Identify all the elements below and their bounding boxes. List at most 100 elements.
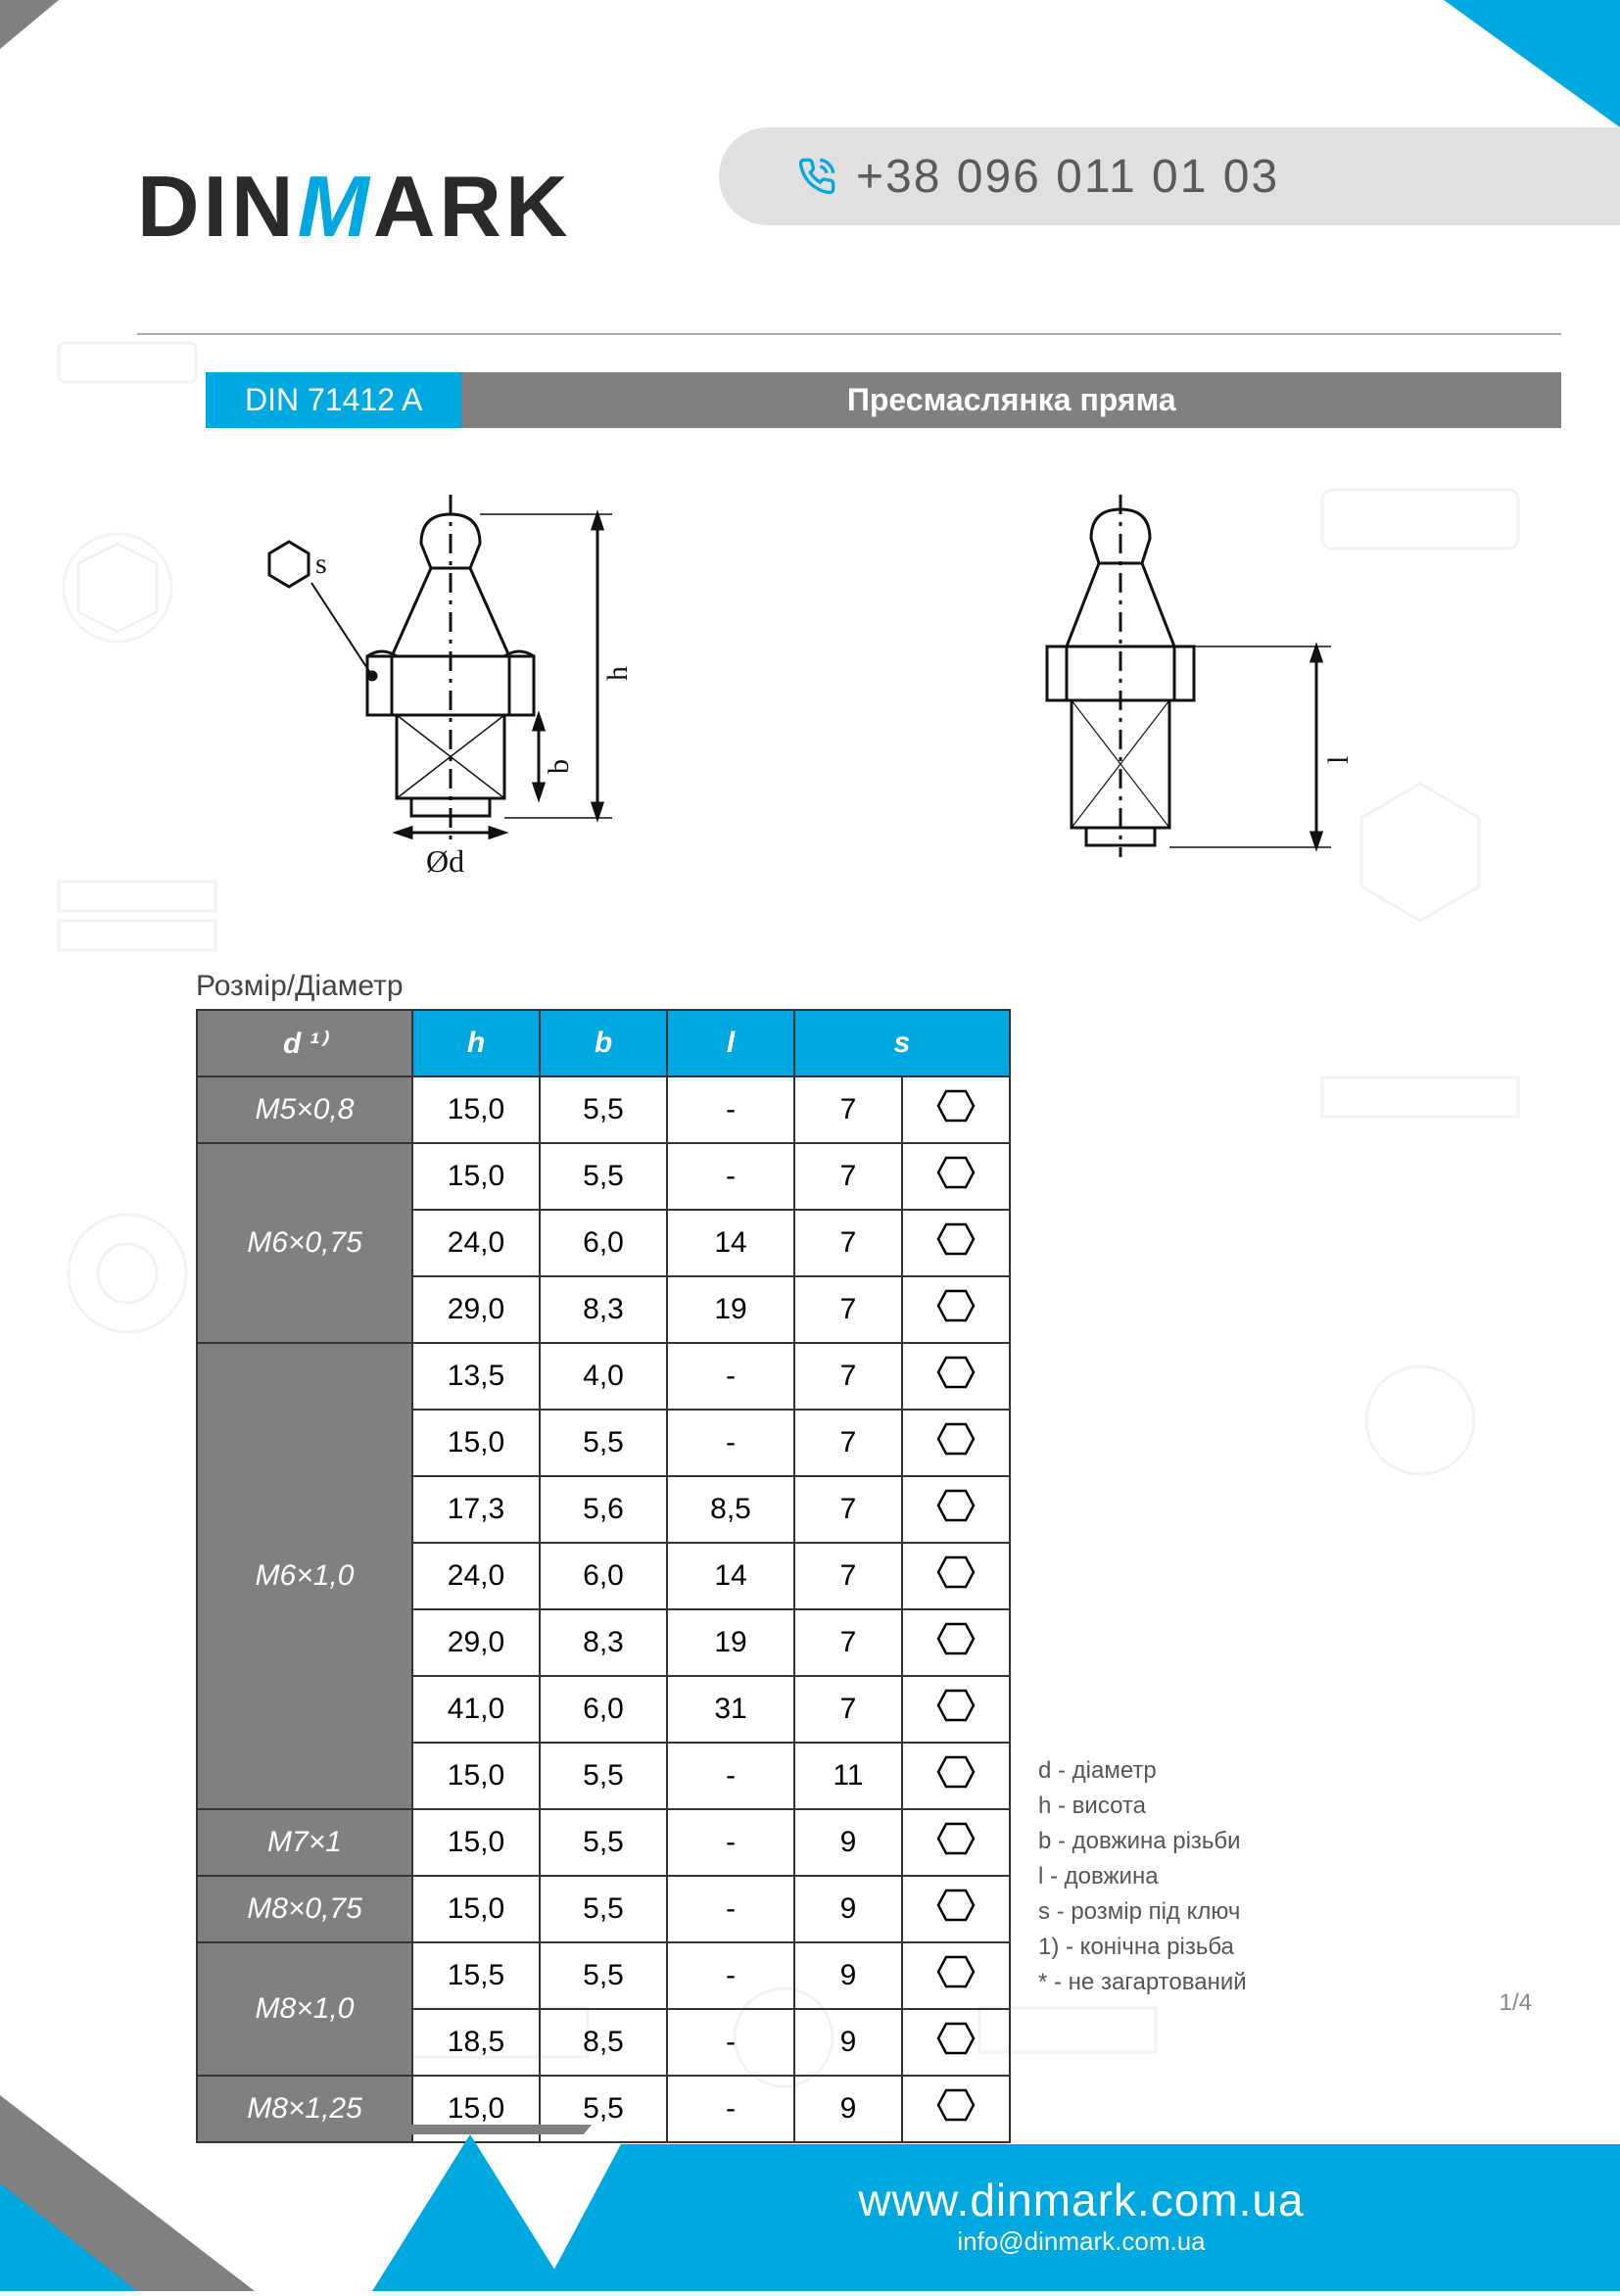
svg-text:h: h bbox=[601, 666, 634, 681]
cell-s: 7 bbox=[794, 1410, 902, 1476]
cell-s: 7 bbox=[794, 1343, 902, 1410]
hex-icon-cell bbox=[902, 1210, 1010, 1276]
footer-email: info@dinmark.com.ua bbox=[543, 2226, 1620, 2257]
hex-icon-cell bbox=[902, 1743, 1010, 1809]
hex-icon-cell bbox=[902, 1343, 1010, 1410]
cell-l: 8,5 bbox=[667, 1476, 794, 1543]
cell-s: 7 bbox=[794, 1143, 902, 1210]
cell-b: 5,5 bbox=[540, 1076, 667, 1143]
logo-text: ARK bbox=[373, 158, 572, 255]
decor-triangle bbox=[0, 2183, 137, 2291]
hex-icon-cell bbox=[902, 1543, 1010, 1609]
phone-icon bbox=[797, 157, 836, 196]
cell-h: 15,0 bbox=[412, 1809, 540, 1876]
hex-icon-cell bbox=[902, 1476, 1010, 1543]
product-name: Пресмаслянка пряма bbox=[461, 372, 1561, 428]
row-header: M5×0,8 bbox=[197, 1076, 412, 1143]
cell-h: 15,5 bbox=[412, 1942, 540, 2009]
technical-drawings: Ød b h s bbox=[176, 470, 1444, 911]
col-l: l bbox=[667, 1010, 794, 1076]
row-header: M6×1,0 bbox=[197, 1343, 412, 1809]
hex-icon-cell bbox=[902, 1076, 1010, 1143]
col-b: b bbox=[540, 1010, 667, 1076]
legend-line: h - висота bbox=[1038, 1789, 1247, 1824]
hex-icon-cell bbox=[902, 1676, 1010, 1743]
legend-line: d - діаметр bbox=[1038, 1753, 1247, 1789]
cell-l: 14 bbox=[667, 1210, 794, 1276]
row-header: M8×0,75 bbox=[197, 1876, 412, 1942]
svg-text:b: b bbox=[543, 759, 575, 774]
cell-b: 5,5 bbox=[540, 1743, 667, 1809]
cell-h: 15,0 bbox=[412, 1143, 540, 1210]
hex-icon-cell bbox=[902, 1809, 1010, 1876]
hex-icon-cell bbox=[902, 1143, 1010, 1210]
decor-triangle bbox=[0, 0, 59, 49]
footer-band: www.dinmark.com.ua info@dinmark.com.ua bbox=[543, 2144, 1620, 2291]
cell-h: 24,0 bbox=[412, 1543, 540, 1609]
cell-s: 9 bbox=[794, 1876, 902, 1942]
legend-line: s - розмір під ключ bbox=[1038, 1894, 1247, 1930]
cell-b: 8,5 bbox=[540, 2009, 667, 2076]
cell-l: - bbox=[667, 1143, 794, 1210]
cell-l: - bbox=[667, 1876, 794, 1942]
phone-number: +38 096 011 01 03 bbox=[856, 150, 1279, 204]
col-d: d ¹⁾ bbox=[197, 1010, 412, 1076]
cell-h: 15,0 bbox=[412, 1743, 540, 1809]
footer: www.dinmark.com.ua info@dinmark.com.ua bbox=[0, 2076, 1620, 2291]
drawing-left: Ød b h s bbox=[176, 485, 725, 896]
cell-b: 5,5 bbox=[540, 1876, 667, 1942]
cell-s: 7 bbox=[794, 1609, 902, 1676]
table-caption: Розмір/Діаметр bbox=[196, 970, 1011, 1003]
cell-b: 8,3 bbox=[540, 1276, 667, 1343]
hex-icon-cell bbox=[902, 1942, 1010, 2009]
cell-b: 5,5 bbox=[540, 1942, 667, 2009]
cell-s: 9 bbox=[794, 1809, 902, 1876]
legend-line: * - не загартований bbox=[1038, 1965, 1247, 2000]
decor-line bbox=[270, 2125, 592, 2134]
cell-s: 9 bbox=[794, 2009, 902, 2076]
cell-h: 15,0 bbox=[412, 1876, 540, 1942]
title-bar: DIN 71412 A Пресмаслянка пряма bbox=[0, 372, 1620, 428]
cell-h: 29,0 bbox=[412, 1609, 540, 1676]
cell-h: 18,5 bbox=[412, 2009, 540, 2076]
cell-b: 5,5 bbox=[540, 1410, 667, 1476]
svg-text:l: l bbox=[1322, 756, 1355, 764]
cell-h: 17,3 bbox=[412, 1476, 540, 1543]
decor-triangle bbox=[372, 2134, 568, 2291]
cell-s: 7 bbox=[794, 1476, 902, 1543]
legend-line: b - довжина різьби bbox=[1038, 1824, 1247, 1859]
cell-b: 8,3 bbox=[540, 1609, 667, 1676]
cell-h: 15,0 bbox=[412, 1410, 540, 1476]
header: +38 096 011 01 03 DINMARK bbox=[0, 0, 1620, 392]
cell-s: 7 bbox=[794, 1276, 902, 1343]
cell-l: - bbox=[667, 1942, 794, 2009]
standard-code: DIN 71412 A bbox=[206, 372, 461, 428]
cell-b: 6,0 bbox=[540, 1676, 667, 1743]
logo-accent: M bbox=[298, 158, 373, 255]
svg-text:Ød: Ød bbox=[426, 843, 464, 879]
footer-url: www.dinmark.com.ua bbox=[543, 2174, 1620, 2226]
col-h: h bbox=[412, 1010, 540, 1076]
cell-b: 4,0 bbox=[540, 1343, 667, 1410]
hex-icon-cell bbox=[902, 2009, 1010, 2076]
hex-icon-cell bbox=[902, 1410, 1010, 1476]
cell-s: 11 bbox=[794, 1743, 902, 1809]
cell-s: 7 bbox=[794, 1543, 902, 1609]
cell-b: 5,5 bbox=[540, 1143, 667, 1210]
cell-s: 7 bbox=[794, 1676, 902, 1743]
cell-l: 19 bbox=[667, 1609, 794, 1676]
row-header: M6×0,75 bbox=[197, 1143, 412, 1343]
hex-icon-cell bbox=[902, 1609, 1010, 1676]
cell-b: 6,0 bbox=[540, 1210, 667, 1276]
svg-text:s: s bbox=[315, 548, 327, 580]
cell-l: - bbox=[667, 1076, 794, 1143]
col-s: s bbox=[794, 1010, 1010, 1076]
phone-bar: +38 096 011 01 03 bbox=[719, 127, 1620, 225]
legend-line: l - довжина bbox=[1038, 1859, 1247, 1894]
cell-s: 7 bbox=[794, 1076, 902, 1143]
legend-line: 1) - конічна різьба bbox=[1038, 1930, 1247, 1965]
cell-l: - bbox=[667, 1343, 794, 1410]
divider bbox=[137, 333, 1561, 335]
cell-s: 7 bbox=[794, 1210, 902, 1276]
cell-b: 6,0 bbox=[540, 1543, 667, 1609]
